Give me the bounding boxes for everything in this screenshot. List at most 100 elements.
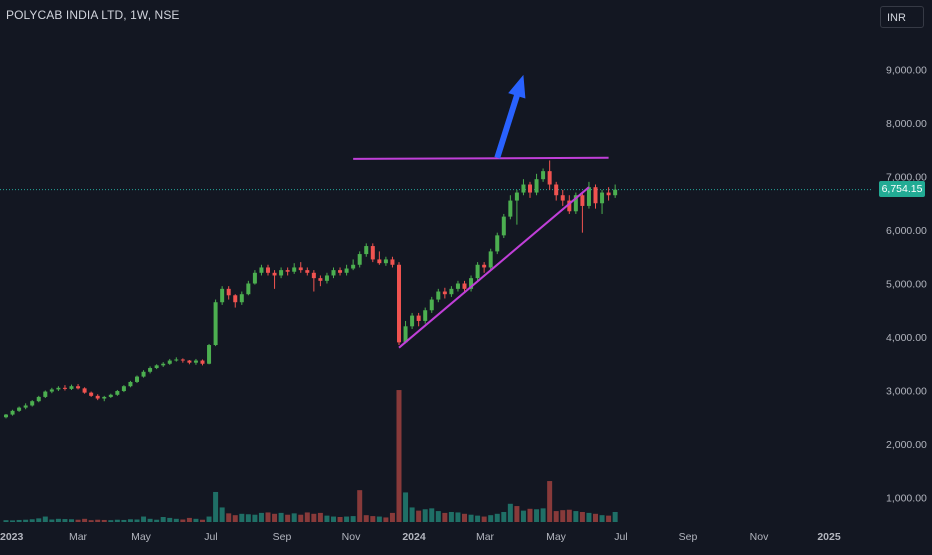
- volume-bar: [154, 519, 160, 522]
- candle-body: [521, 184, 526, 193]
- volume-bar: [101, 519, 107, 522]
- volume-bar: [429, 508, 435, 522]
- candle: [292, 263, 297, 274]
- volume-bar: [121, 519, 127, 522]
- volume-bar: [383, 517, 389, 522]
- volume-bar: [167, 517, 173, 522]
- candle-body: [338, 270, 343, 273]
- candle-body: [56, 387, 61, 390]
- candle-body: [292, 267, 297, 272]
- candle-body: [298, 267, 303, 271]
- candle: [560, 189, 565, 206]
- volume-bar: [475, 515, 481, 522]
- candle: [338, 267, 343, 276]
- candle: [89, 391, 94, 397]
- candle-body: [154, 365, 159, 369]
- candle: [62, 385, 67, 391]
- volume-bar: [278, 512, 284, 522]
- candle-body: [89, 392, 94, 396]
- price-axis[interactable]: 1,000.00 2,000.00 3,000.00 4,000.00 5,000.00…: [886, 65, 927, 505]
- volume-bar: [232, 515, 238, 522]
- volume-bar: [206, 516, 212, 522]
- candle-body: [167, 360, 172, 364]
- volume-layer: [3, 390, 618, 522]
- candle-body: [285, 270, 290, 272]
- candle-body: [377, 259, 382, 264]
- candle: [508, 195, 513, 220]
- x-tick-label: Sep: [679, 531, 698, 543]
- candle-body: [488, 251, 493, 268]
- candle: [220, 286, 225, 305]
- volume-bar: [127, 519, 133, 522]
- candle: [30, 400, 35, 407]
- candle: [246, 280, 251, 296]
- volume-bar: [317, 512, 323, 522]
- candle-body: [69, 386, 74, 389]
- candle: [613, 184, 618, 198]
- volume-bar: [311, 513, 317, 522]
- candle: [148, 366, 153, 374]
- candle: [573, 192, 578, 214]
- volume-bar: [481, 516, 487, 522]
- y-tick-label: 5,000.00: [886, 279, 927, 291]
- candle: [488, 248, 493, 271]
- y-tick-label: 9,000.00: [886, 65, 927, 77]
- candle-body: [416, 315, 421, 321]
- up-arrow-annotation[interactable]: [494, 74, 526, 159]
- candle-body: [403, 326, 408, 343]
- candle: [541, 168, 546, 182]
- candle-body: [586, 187, 591, 206]
- candle-body: [514, 192, 519, 201]
- candle-body: [115, 391, 120, 395]
- candle-body: [108, 394, 113, 397]
- volume-bar: [134, 519, 140, 522]
- candle: [449, 286, 454, 297]
- symbol-title[interactable]: POLYCAB INDIA LTD, 1W, NSE: [6, 8, 180, 22]
- volume-bar: [462, 513, 467, 522]
- support-trendline[interactable]: [398, 186, 590, 349]
- candle-body: [266, 267, 270, 273]
- volume-bar: [200, 519, 205, 522]
- x-tick-label: Mar: [69, 531, 88, 543]
- candle: [593, 184, 598, 209]
- volume-bar: [494, 513, 500, 522]
- volume-bar: [488, 515, 494, 522]
- currency-selector[interactable]: INR: [880, 6, 924, 28]
- candle: [436, 288, 441, 303]
- candle-body: [606, 192, 611, 196]
- volume-bar: [612, 511, 618, 522]
- y-tick-label: 6,000.00: [886, 225, 927, 237]
- candle: [174, 357, 179, 362]
- candle: [521, 179, 526, 196]
- candle-body: [482, 264, 487, 268]
- candle-body: [554, 184, 559, 196]
- candle-body: [423, 310, 428, 321]
- candle-body: [600, 192, 605, 204]
- candle-body: [331, 270, 336, 276]
- volume-bar: [593, 513, 598, 522]
- candle-body: [429, 299, 434, 311]
- volume-bar: [507, 503, 513, 522]
- candle: [351, 259, 356, 271]
- candle: [266, 264, 270, 276]
- candle: [233, 294, 238, 308]
- candle-body: [233, 295, 238, 303]
- volume-bar: [344, 516, 350, 522]
- candle-body: [580, 195, 585, 206]
- volume-bar: [180, 519, 186, 522]
- candle: [397, 262, 401, 346]
- resistance-line[interactable]: [353, 156, 609, 160]
- volume-bar: [245, 514, 251, 522]
- candle-body: [36, 396, 41, 402]
- time-axis[interactable]: 2023 Mar May Jul Sep Nov 2024 Mar May Jul Sep Nov 20…: [0, 531, 841, 543]
- candle: [482, 262, 487, 273]
- volume-bar: [553, 511, 559, 522]
- x-tick-label: May: [131, 531, 152, 543]
- volume-bar: [547, 481, 553, 522]
- candle-body: [279, 270, 284, 276]
- candle: [403, 320, 408, 344]
- annotation-layer[interactable]: [353, 74, 609, 349]
- candle: [82, 387, 87, 394]
